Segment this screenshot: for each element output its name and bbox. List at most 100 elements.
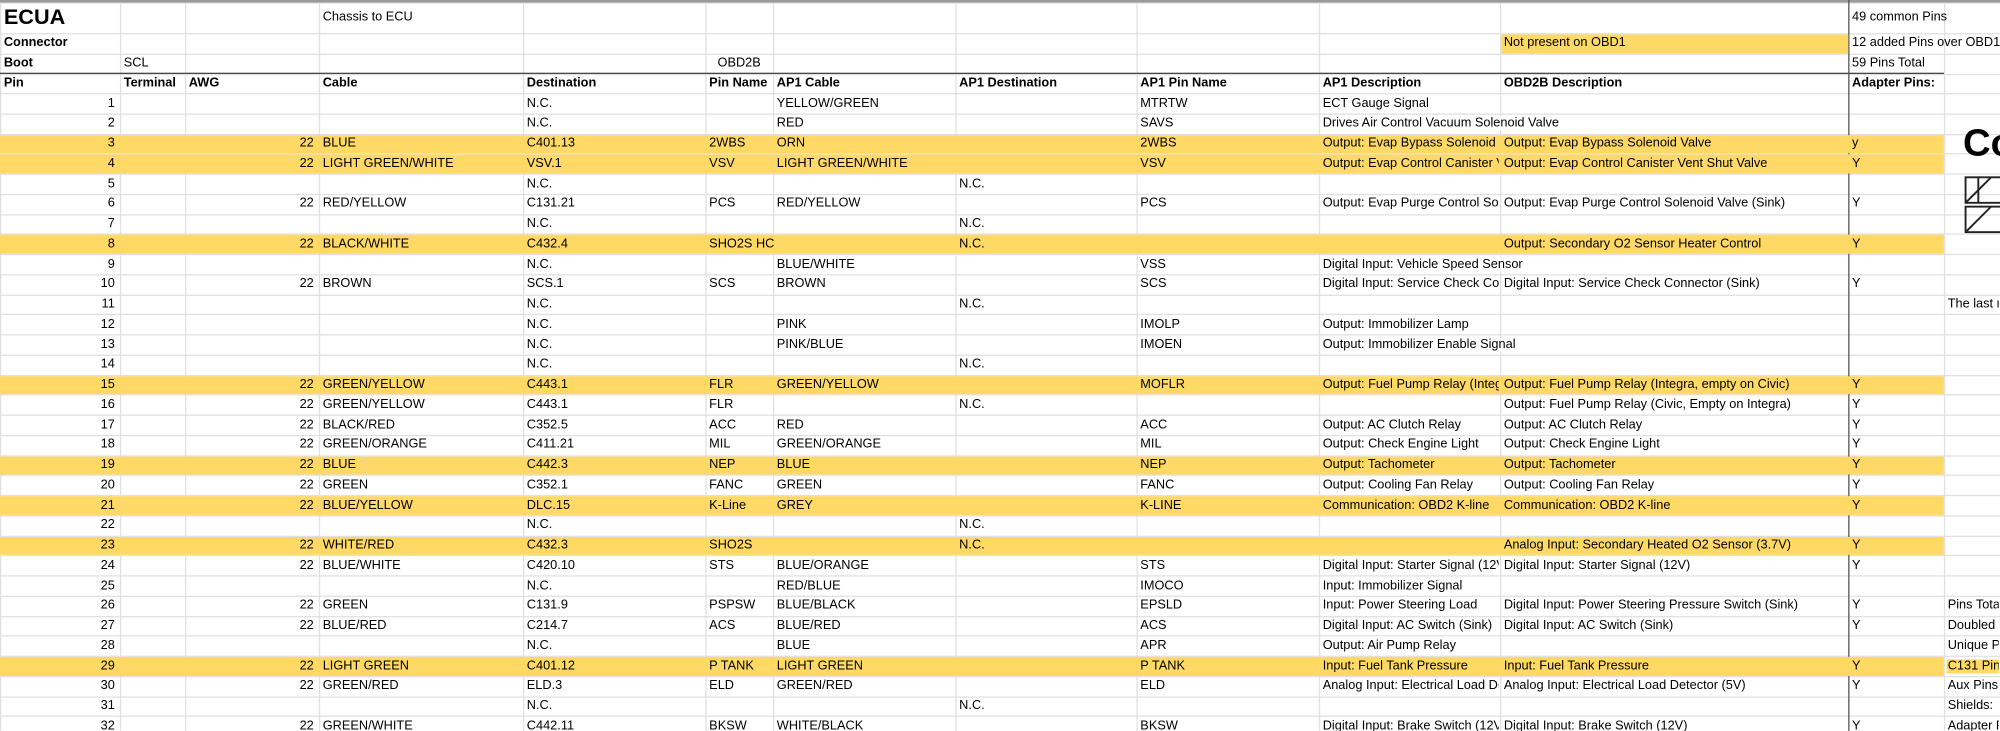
- ap1desc-cell-text: Output: Cooling Fan Relay: [1321, 477, 1475, 493]
- ap1cable-cell: PINK/BLUE: [775, 335, 1136, 354]
- adapter-cell-text: Y: [1850, 598, 1862, 613]
- pin-cell-text: 13: [99, 337, 117, 352]
- pinname-cell: PSPSW: [707, 596, 772, 615]
- pin-cell: 1: [1, 94, 117, 113]
- note-cell-text: Pins Total: [1946, 599, 1999, 613]
- summary: 59 Pins Total: [1851, 54, 2000, 73]
- column-header: AP1 Description: [1321, 74, 1498, 93]
- pin-cell-text: 10: [99, 277, 117, 292]
- ap1desc-cell: Analog Input: Electrical Load Detector (…: [1321, 676, 1499, 695]
- ap1cable-cell: BLUE/BLACK: [775, 596, 1136, 615]
- ap1pin-cell: 2WBS: [1139, 134, 1318, 153]
- ap1desc-cell: Digital Input: Brake Switch (12V): [1321, 717, 1499, 731]
- obd2b-cell-text: Digital Input: Power Steering Pressure S…: [1502, 598, 1800, 613]
- adapter-cell: Y: [1850, 395, 1999, 414]
- cable-cell-text: BLUE/YELLOW: [321, 498, 415, 513]
- awg-cell: 22: [186, 496, 316, 515]
- adapter-cell: Y: [1850, 435, 1999, 454]
- pinname-cell-text: STS: [707, 558, 736, 573]
- ap1pin-cell: ACS: [1139, 616, 1318, 635]
- ap1cable-cell-text: PINK/BLUE: [775, 337, 845, 352]
- pinname-cell-text: FLR: [707, 377, 735, 392]
- connector-note-text: Not present on OBD1: [1503, 35, 1626, 50]
- ap1cable-cell-text: GREY: [775, 498, 815, 513]
- pin-cell: 15: [1, 375, 117, 394]
- ap1desc-cell: Drives Air Control Vacuum Solenoid Valve: [1321, 114, 1998, 133]
- awg-cell: 22: [186, 435, 316, 454]
- adapter-cell: Y: [1850, 375, 1999, 394]
- pin-cell: 8: [1, 234, 117, 253]
- pin-cell-text: 2: [106, 116, 117, 131]
- summary: 12 added Pins over OBD1: [1851, 33, 2000, 52]
- ap1pin-cell: MIL: [1139, 435, 1318, 454]
- pin-cell-text: 29: [99, 658, 117, 673]
- cable-cell-text: GREEN/ORANGE: [321, 437, 429, 452]
- ap1cable-cell-text: GREEN/ORANGE: [775, 437, 883, 452]
- column-header-text: AP1 Cable: [776, 76, 840, 91]
- pinname-cell-text: K-Line: [707, 498, 748, 513]
- pin-cell: 28: [1, 636, 117, 655]
- cable-cell: BROWN: [321, 275, 521, 294]
- obd2b-cell-text: Output: Tachometer: [1502, 457, 1617, 472]
- ap1cable-cell-text: ORN: [775, 136, 807, 151]
- dest-cell: C432.3: [525, 536, 705, 555]
- cable-cell: GREEN/RED: [321, 676, 521, 695]
- column-header: Adapter Pins:: [1851, 74, 1943, 93]
- dest-cell-text: N.C.: [525, 176, 554, 191]
- pin-cell-text: 31: [99, 698, 117, 714]
- dest-cell: C420.10: [525, 556, 705, 575]
- pin-cell: 14: [1, 355, 117, 374]
- ap1desc-cell-text: Input: Immobilizer Signal: [1321, 578, 1464, 593]
- adapter-cell-text: y: [1850, 136, 1860, 151]
- column-header-text: Cable: [322, 76, 358, 91]
- grid-line-h: [0, 273, 2000, 276]
- ap1pin-cell: K-LINE: [1139, 496, 1318, 515]
- pin-cell: 31: [1, 696, 117, 715]
- grid-line-h: [0, 334, 2000, 336]
- column-header: Pin: [3, 74, 119, 93]
- dest-cell-text: C442.3: [525, 457, 570, 472]
- pinname-cell: FLR: [707, 375, 772, 394]
- adapter-cell: Y: [1850, 656, 1943, 675]
- cable-cell-text: GREEN/YELLOW: [321, 377, 427, 392]
- dest-cell: DLC.15: [525, 496, 705, 515]
- grid-line-v: [119, 0, 122, 731]
- dest-cell-text: N.C.: [525, 337, 554, 352]
- pin-cell-text: 32: [99, 719, 117, 731]
- ap1desc-cell-text: Output: Check Engine Light: [1321, 437, 1480, 452]
- pin-cell: 3: [1, 134, 117, 153]
- pinname-cell-text: ACC: [707, 417, 738, 432]
- note-cell-text: Aux Pins:: [1946, 678, 1999, 693]
- grid-line-v: [1136, 0, 1138, 731]
- ap1cable-cell: GREY: [775, 496, 1136, 515]
- pin-cell: 17: [1, 415, 117, 434]
- obd2b-cell: Digital Input: Service Check Connector (…: [1502, 275, 1847, 294]
- ap1pin-cell: MOFLR: [1139, 375, 1318, 394]
- ap1pin-cell: SAVS: [1139, 114, 1318, 133]
- pin-cell-text: 23: [99, 538, 117, 553]
- ap1cable-cell-text: GREEN/YELLOW: [775, 377, 881, 392]
- grid-line-h: [0, 2, 2000, 4]
- top-border: [0, 0, 2000, 3]
- dest-cell: N.C.: [525, 114, 772, 133]
- ap1desc-cell-text: Drives Air Control Vacuum Solenoid Valve: [1321, 116, 1561, 131]
- cable-cell: BLUE/RED: [321, 616, 521, 635]
- ap1pin-cell: ELD: [1139, 676, 1318, 695]
- ap1pin-cell-text: SAVS: [1139, 116, 1175, 131]
- ap1pin-cell-text: IMOCO: [1139, 578, 1185, 593]
- cable-cell: BLUE: [321, 134, 521, 153]
- ap1pin-cell-text: ACS: [1139, 618, 1168, 633]
- adapter-cell-text: Y: [1850, 618, 1862, 633]
- ap1desc-cell: Communication: OBD2 K-line: [1321, 496, 1498, 515]
- adapter-cell-text: Y: [1850, 558, 1862, 573]
- adapter-cell: Y: [1850, 556, 1999, 575]
- pinname-cell: MIL: [707, 435, 772, 454]
- pin-cell-text: 3: [106, 136, 117, 151]
- column-header: Pin Name: [708, 74, 772, 93]
- dest-cell-text: N.C.: [525, 578, 554, 593]
- grid-line-h: [0, 193, 2000, 195]
- ap1pin-cell-text: PCS: [1139, 196, 1168, 211]
- ap1pin-cell: FANC: [1139, 475, 1318, 494]
- dest-cell: N.C.: [525, 335, 772, 354]
- grid-line-h: [0, 595, 2000, 597]
